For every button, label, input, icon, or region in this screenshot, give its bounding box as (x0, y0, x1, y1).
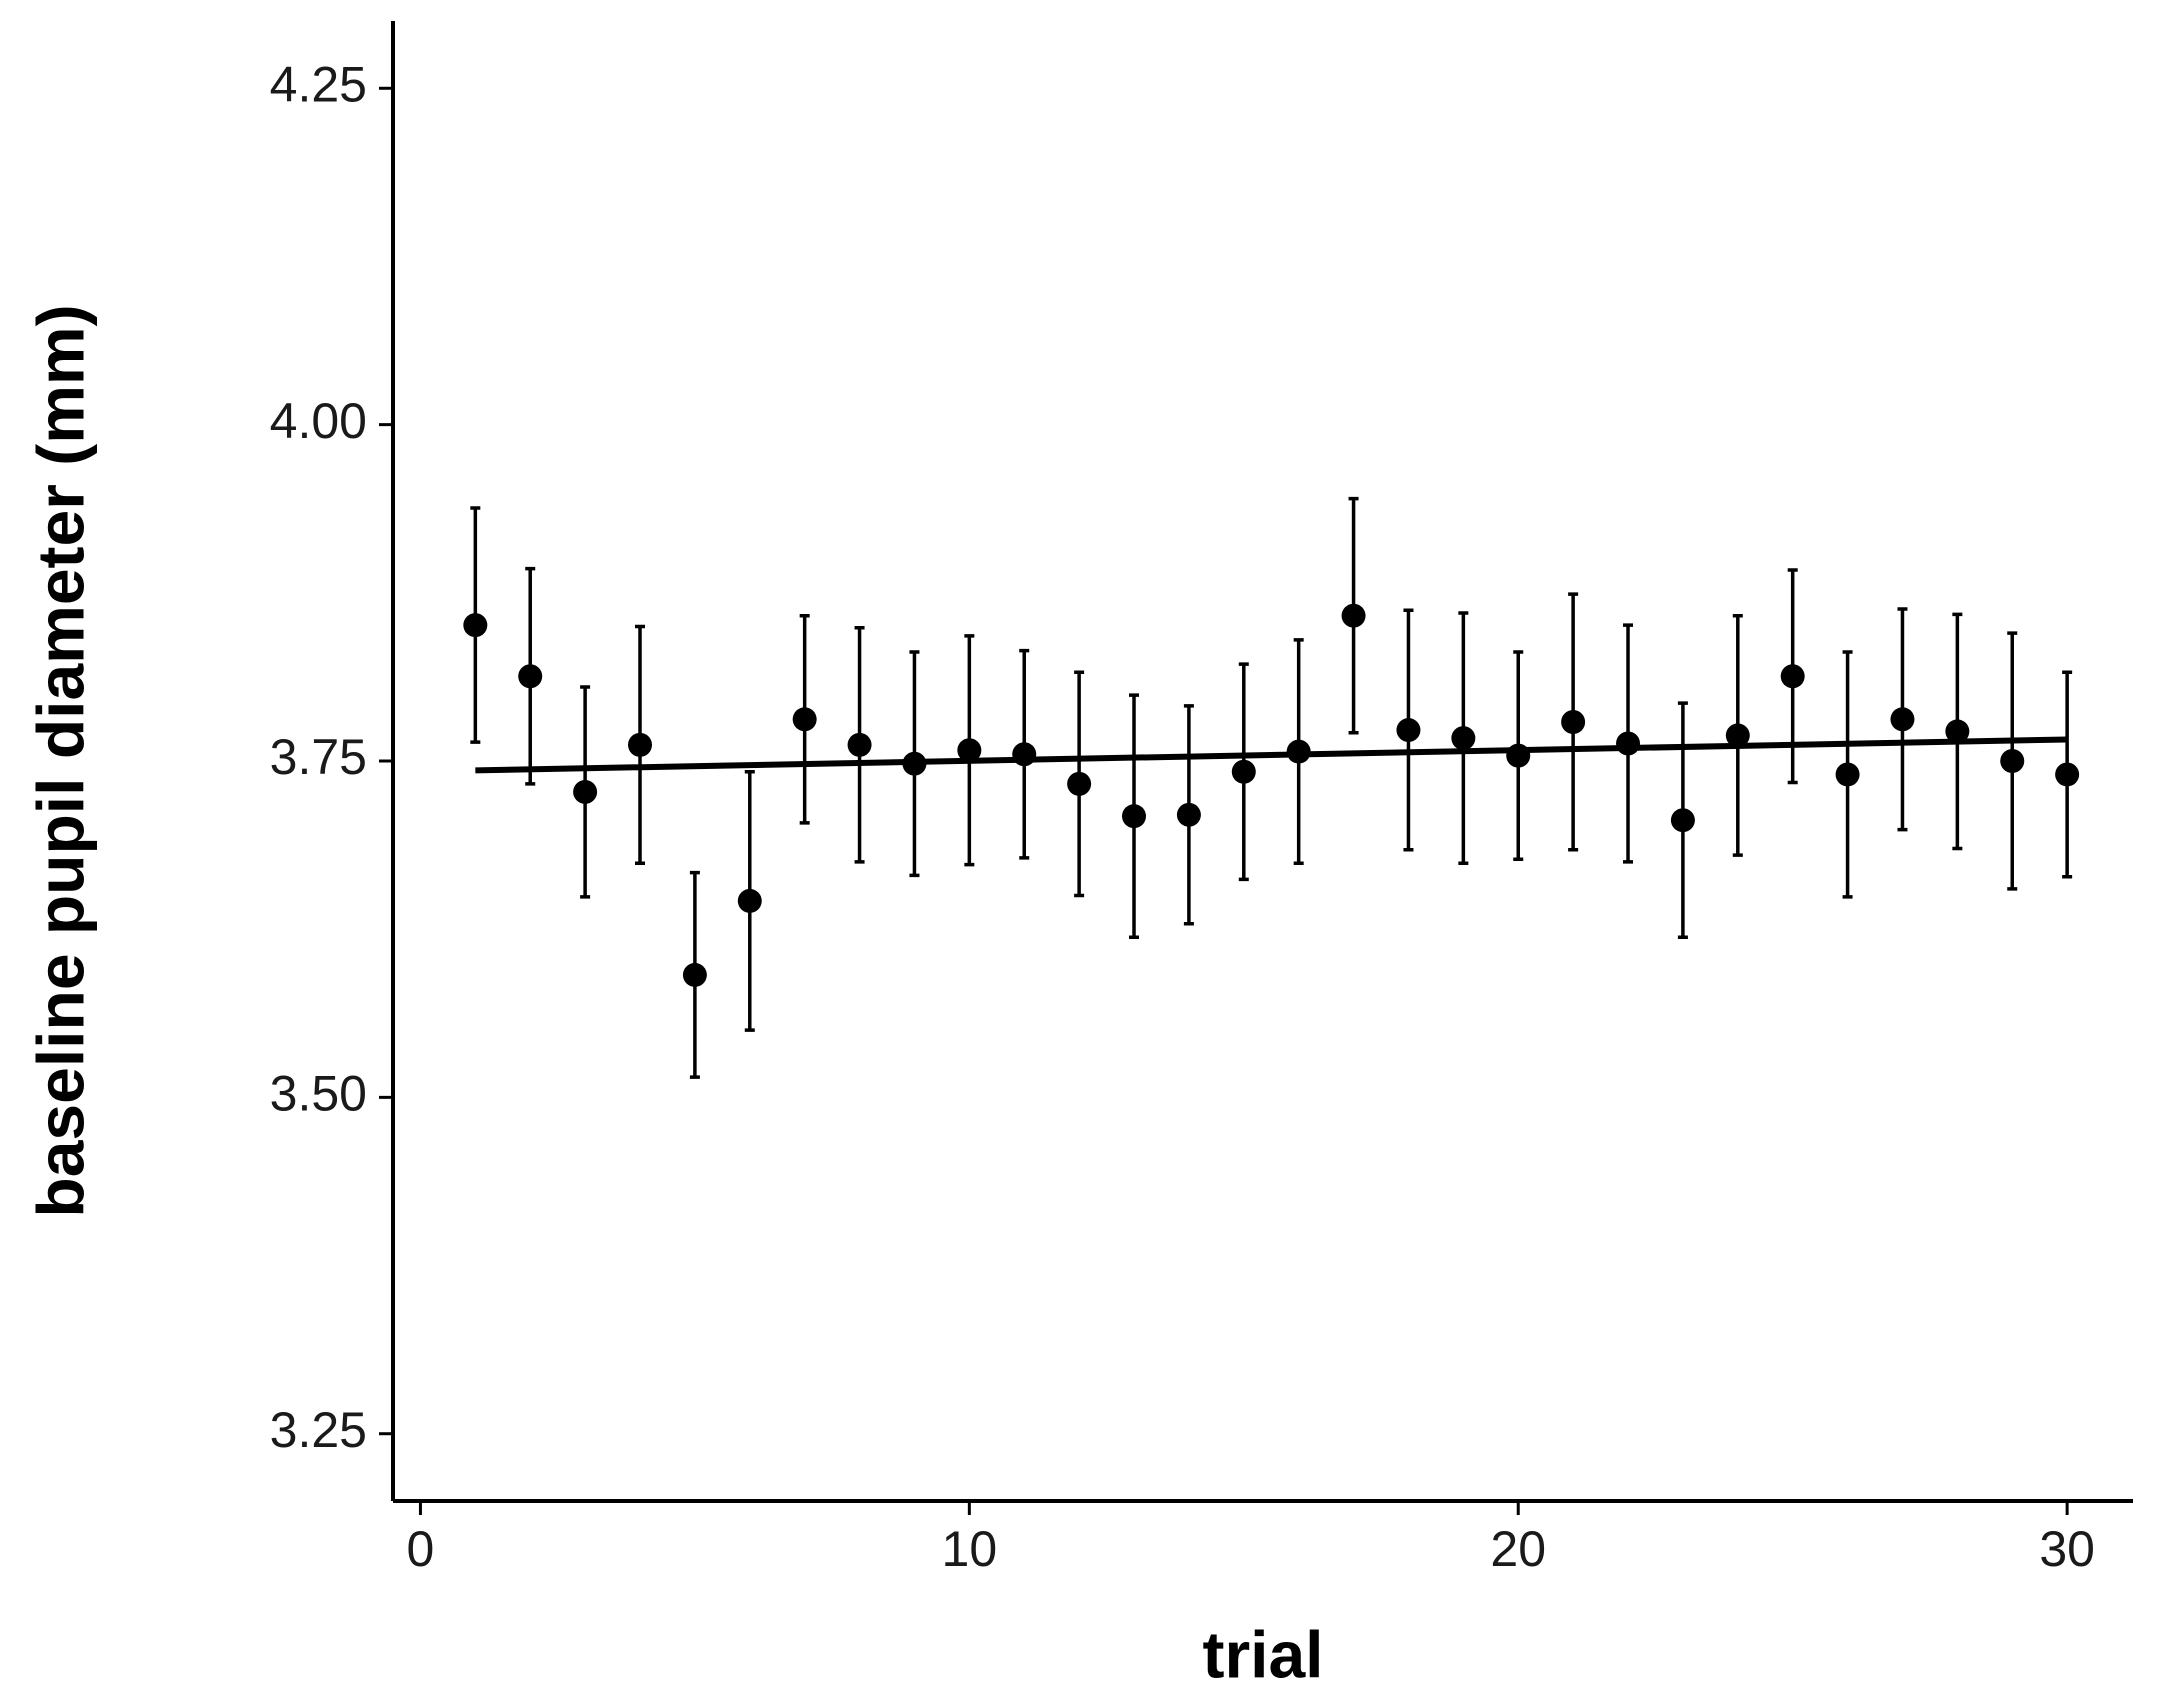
point (1561, 709, 1586, 734)
x-tick-label: 0 (407, 1521, 435, 1577)
y-tick-label: 3.75 (270, 729, 367, 785)
point (737, 888, 762, 913)
point (1451, 726, 1476, 751)
point (682, 962, 707, 987)
trend-line (475, 736, 2068, 774)
point (573, 779, 598, 804)
point (2055, 762, 2080, 787)
point (1122, 804, 1147, 829)
y-tick-label: 3.50 (270, 1066, 367, 1122)
x-tick-label: 10 (942, 1521, 998, 1577)
point (1231, 759, 1256, 784)
point (1725, 723, 1750, 748)
point (518, 664, 543, 689)
y-tick-label: 4.25 (270, 56, 367, 112)
y-tick-label: 4.00 (270, 393, 367, 449)
point (1780, 664, 1805, 689)
point (1670, 808, 1695, 833)
point (628, 732, 653, 757)
y-axis-title: baseline pupil diameter (mm) (23, 304, 97, 1217)
point (1945, 719, 1970, 744)
point (1890, 707, 1915, 732)
x-tick-label: 30 (2039, 1521, 2095, 1577)
point (463, 613, 488, 638)
point (1067, 771, 1092, 796)
point (1396, 718, 1421, 743)
point (847, 732, 872, 757)
x-tick-label: 20 (1490, 1521, 1546, 1577)
point (1616, 731, 1641, 756)
point (1835, 762, 1860, 787)
point (1176, 802, 1201, 827)
y-tick-label: 3.25 (270, 1402, 367, 1458)
point (957, 738, 982, 763)
point (792, 707, 817, 732)
point (1341, 603, 1366, 628)
point (2000, 749, 2025, 773)
x-axis-title: trial (1202, 1617, 1323, 1691)
